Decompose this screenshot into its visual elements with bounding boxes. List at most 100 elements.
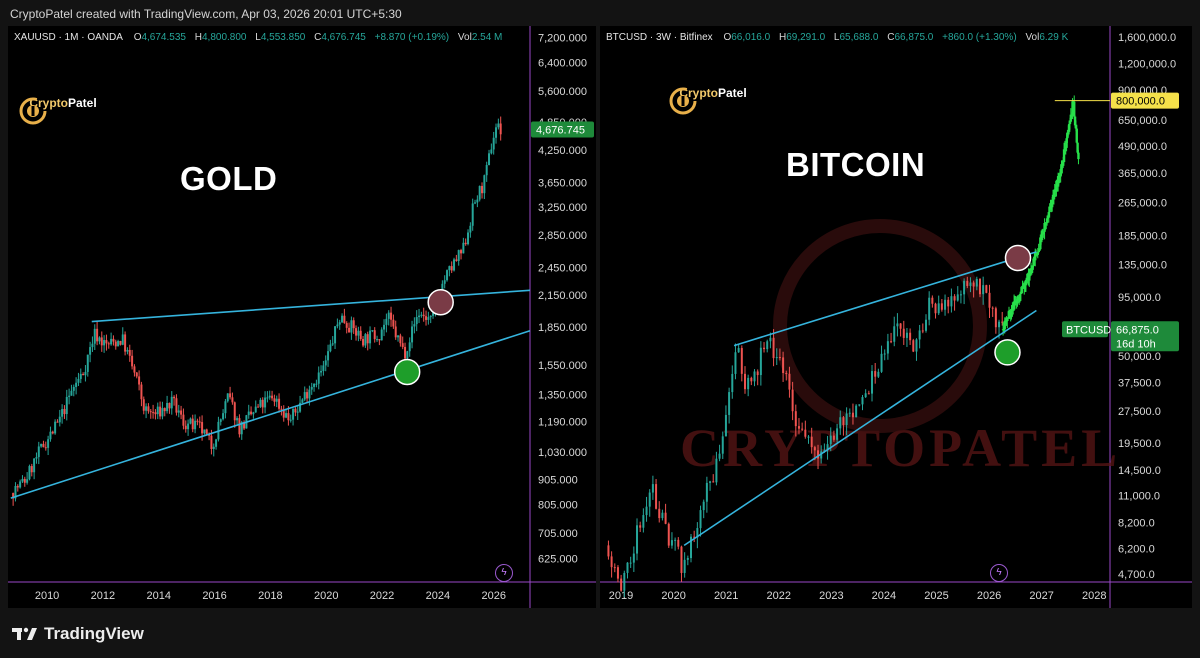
btc-projection-candle <box>1017 296 1020 300</box>
btc-x-tick-3: 2022 <box>767 590 791 602</box>
btc-candle <box>712 481 715 483</box>
btc-candle <box>848 412 851 414</box>
btc-candle <box>839 417 842 429</box>
gold-candle <box>294 408 297 413</box>
btc-candle <box>880 353 883 372</box>
gold-candle <box>348 327 351 333</box>
btc-projection-candle <box>1006 317 1009 322</box>
btc-projection-candle <box>1019 291 1023 295</box>
gold-candle <box>161 408 164 417</box>
btc-candle <box>864 393 867 398</box>
btc-candle <box>988 292 991 308</box>
gold-candle <box>240 422 243 435</box>
btc-candle <box>696 528 699 538</box>
tradingview-logo-icon <box>12 627 37 640</box>
gold-candle <box>462 242 465 254</box>
gold-candle <box>145 406 148 411</box>
gold-candle <box>177 410 180 413</box>
btc-projection-candle <box>1034 253 1037 261</box>
gold-chart-svg[interactable]: 7,200.0006,400.0005,600.0004,850.0004,25… <box>8 26 596 608</box>
btc-candle <box>759 347 762 376</box>
tradingview-brand[interactable]: TradingView <box>12 624 144 644</box>
btc-chart-panel[interactable]: CRYPTOPATEL 1,600,000.0 1,200,000.0 900,000… <box>600 26 1192 608</box>
gold-candle <box>212 446 215 449</box>
btc-y-tick-13: 27,500.0 <box>1118 406 1161 418</box>
btc-projection-candle <box>1039 237 1042 250</box>
gold-candle <box>488 153 491 166</box>
gold-candle <box>399 335 402 344</box>
btc-candle <box>801 428 804 430</box>
btc-candle <box>813 447 816 451</box>
btc-candle <box>743 373 746 390</box>
btc-candle <box>690 536 693 559</box>
btc-candle <box>915 339 918 352</box>
btc-candle <box>871 371 874 394</box>
gold-candle <box>61 409 64 417</box>
btc-x-tick-2: 2021 <box>714 590 738 602</box>
btc-candle <box>721 436 724 454</box>
gold-candle <box>371 330 374 332</box>
gold-candle <box>446 270 449 281</box>
btc-candle <box>975 278 978 287</box>
gold-flash-icon[interactable]: ϟ <box>495 564 513 582</box>
btc-projection-candle <box>1065 138 1068 148</box>
btc-candle <box>940 303 943 310</box>
gold-candle <box>180 410 183 415</box>
btc-projection-candle <box>1050 199 1054 208</box>
btc-candle <box>956 294 959 301</box>
btc-candle <box>702 501 705 511</box>
btc-projection-candle <box>1003 320 1006 330</box>
btc-candle <box>972 282 975 287</box>
btc-candle <box>737 348 740 353</box>
btc-projection-candle <box>1073 116 1077 126</box>
btc-candle <box>734 352 737 374</box>
gold-candle <box>411 326 414 343</box>
btc-projection-candle <box>1063 146 1067 150</box>
btc-candle <box>753 371 756 382</box>
btc-projection-candle <box>1002 329 1006 331</box>
btc-candle <box>740 348 743 374</box>
gold-y-tick-9: 2,150.000 <box>538 290 587 302</box>
gold-candle <box>320 370 323 373</box>
gold-candle <box>142 399 145 411</box>
btc-candle <box>823 450 826 452</box>
gold-candle <box>187 423 190 430</box>
btc-chart-svg[interactable]: CRYPTOPATEL1,600,000.01,200,000.0900,000… <box>600 26 1192 608</box>
gold-y-tick-18: 625.000 <box>538 554 578 566</box>
gold-candle <box>49 431 52 440</box>
btc-candle <box>874 371 877 377</box>
gold-candle <box>467 232 470 245</box>
btc-candle <box>851 412 854 418</box>
gold-candle <box>266 397 269 399</box>
gold-trendline-upper <box>91 289 531 323</box>
gold-candle <box>418 315 421 318</box>
gold-candle <box>68 395 71 397</box>
btc-y-tick-1: 1,200,000.0 <box>1118 58 1176 70</box>
gold-candle <box>42 443 45 448</box>
btc-projection-candle <box>1067 124 1071 132</box>
btc-y-tick-16: 11,000.0 <box>1118 490 1160 502</box>
gold-candle <box>198 421 201 423</box>
gold-candle <box>14 486 17 499</box>
logo-emblem-icon <box>669 87 697 115</box>
btc-candle <box>677 539 680 547</box>
gold-candle <box>131 355 134 367</box>
gold-candle <box>497 123 500 128</box>
gold-candle <box>478 185 481 200</box>
logo-text-patel: Patel <box>67 96 97 110</box>
btc-flash-icon[interactable]: ϟ <box>990 564 1008 582</box>
gold-candle <box>128 349 131 356</box>
gold-y-tick-4: 4,250.000 <box>538 145 587 157</box>
gold-candle <box>26 479 29 483</box>
gold-candle <box>126 349 129 352</box>
gold-candle <box>147 406 150 412</box>
gold-candle <box>341 315 344 323</box>
gold-candle <box>47 439 50 448</box>
gold-candle <box>273 398 276 402</box>
btc-projection-candle <box>1034 253 1038 255</box>
gold-chart-panel[interactable]: 7,200.0006,400.0005,600.0004,850.0004,25… <box>8 26 596 608</box>
gold-candle <box>331 343 334 345</box>
gold-x-tick-0: 2010 <box>35 590 59 602</box>
gold-y-tick-15: 905.000 <box>538 475 578 487</box>
gold-candle <box>425 316 428 320</box>
